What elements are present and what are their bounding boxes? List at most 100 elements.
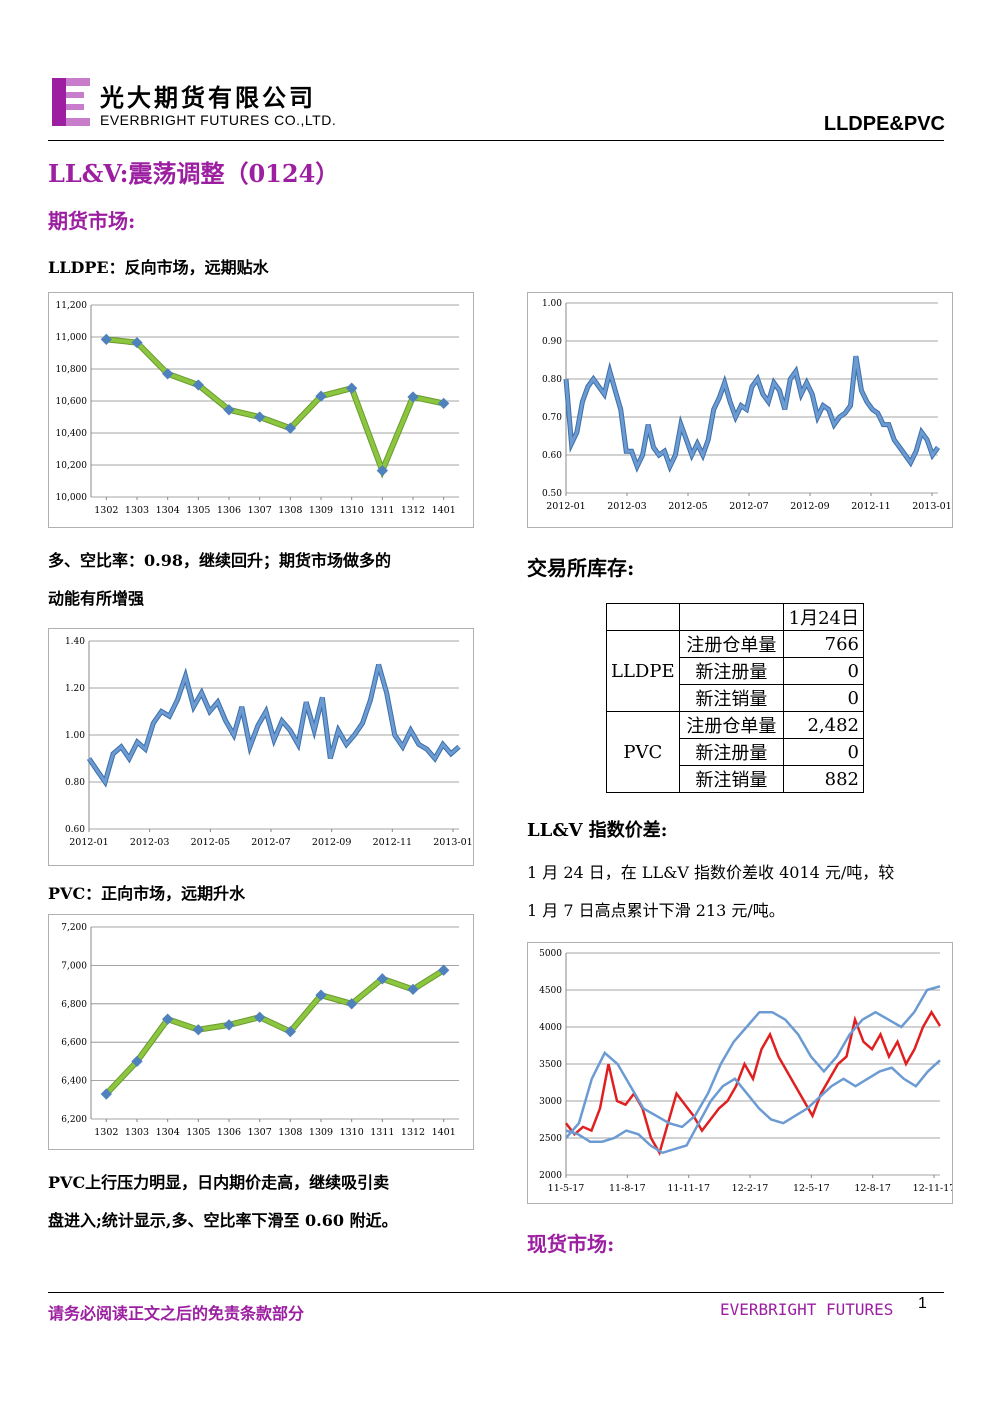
data-point bbox=[162, 1013, 174, 1025]
x-tick-label: 1302 bbox=[94, 1127, 118, 1138]
x-tick-label: 1311 bbox=[370, 505, 394, 516]
y-tick-label: 7,000 bbox=[61, 961, 87, 971]
x-tick-label: 12-8-17 bbox=[854, 1183, 891, 1194]
x-tick-label: 1304 bbox=[156, 1127, 180, 1138]
company-name-cn: 光大期货有限公司 bbox=[100, 83, 316, 112]
data-point bbox=[376, 464, 388, 477]
llv-spread-svg: 2000 2500 3000 3500 4000 4500 5000 11-5-17 11-8-… bbox=[539, 949, 955, 1194]
ratio-text: 多、空比率：0.98，继续回升；期货市场做多的 动能有所增强 bbox=[48, 542, 478, 618]
y-tick-label: 0.70 bbox=[542, 413, 562, 423]
x-tick-label: 2012-07 bbox=[251, 837, 290, 848]
data-point bbox=[346, 382, 358, 394]
stock-label: 新注册量 bbox=[678, 657, 785, 685]
x-tick-label: 1306 bbox=[217, 1127, 241, 1138]
y-tick-label: 2500 bbox=[539, 1134, 562, 1144]
stock-group-lldpe: LLDPE bbox=[606, 630, 680, 712]
footer-disclaimer[interactable]: 请务必阅读正文之后的免责条款部分 bbox=[48, 1304, 305, 1323]
pvc-heading: PVC：正向市场，远期升水 bbox=[48, 884, 246, 903]
y-tick-label: 0.80 bbox=[542, 375, 562, 385]
ratio-text-line-1: 多、空比率：0.98，继续回升；期货市场做多的 bbox=[48, 551, 391, 570]
series-line bbox=[565, 1009, 942, 1156]
page-title: LL&V:震荡调整（0124） bbox=[48, 159, 340, 188]
x-tick-label: 2013-01 bbox=[912, 501, 951, 512]
stock-corner-a bbox=[606, 603, 680, 631]
y-tick-label: 5000 bbox=[539, 949, 562, 959]
stock-label: 注册仓单量 bbox=[678, 711, 785, 739]
stock-row: PVC 注册仓单量 2,482 bbox=[606, 711, 864, 793]
y-tick-label: 10,600 bbox=[56, 397, 88, 407]
x-tick-label: 1302 bbox=[94, 505, 118, 516]
footer-brand: EVERBRIGHT FUTURES bbox=[720, 1300, 894, 1319]
x-tick-label: 2012-01 bbox=[546, 501, 585, 512]
x-tick-label: 1308 bbox=[278, 1127, 302, 1138]
long-short-ratio-svg: 0.60 0.80 1.00 1.20 1.40 2012-01 2012-03 2012-0… bbox=[65, 637, 473, 848]
x-tick-label: 1308 bbox=[278, 505, 302, 516]
y-tick-label: 0.80 bbox=[65, 778, 85, 788]
x-tick-label: 2012-03 bbox=[130, 837, 169, 848]
x-tick-label: 1309 bbox=[309, 1127, 333, 1138]
spread-text-line-1: 1 月 24 日，在 LL&V 指数价差收 4014 元/吨，较 bbox=[527, 863, 895, 882]
y-tick-label: 1.00 bbox=[542, 299, 562, 309]
ratio-text-line-2: 动能有所增强 bbox=[48, 589, 145, 608]
y-tick-label: 11,000 bbox=[56, 333, 88, 343]
stock-label: 新注销量 bbox=[678, 684, 785, 712]
y-tick-label: 1.20 bbox=[65, 684, 85, 694]
y-tick-label: 0.60 bbox=[65, 825, 85, 835]
y-tick-label: 1.40 bbox=[65, 637, 85, 647]
y-tick-label: 2000 bbox=[539, 1171, 562, 1181]
stock-group-pvc: PVC bbox=[606, 711, 680, 793]
x-tick-label: 1401 bbox=[432, 505, 456, 516]
y-tick-label: 0.60 bbox=[542, 451, 562, 461]
data-point bbox=[254, 1011, 266, 1023]
y-tick-label: 10,400 bbox=[56, 429, 88, 439]
x-tick-label: 2012-03 bbox=[607, 501, 646, 512]
y-tick-label: 0.90 bbox=[542, 337, 562, 347]
series-line bbox=[565, 1059, 941, 1155]
x-tick-label: 2012-05 bbox=[191, 837, 230, 848]
spread-heading: LL&V 指数价差: bbox=[527, 820, 668, 841]
stock-row: 新注册量 0 bbox=[607, 738, 864, 766]
x-tick-label: 1309 bbox=[309, 505, 333, 516]
x-tick-label: 12-2-17 bbox=[732, 1183, 769, 1194]
y-tick-label: 6,600 bbox=[61, 1038, 87, 1048]
y-tick-label: 11,200 bbox=[56, 301, 88, 311]
x-tick-label: 1310 bbox=[340, 1127, 364, 1138]
lldpe-ratio-chart: 0.50 0.60 0.70 0.80 0.90 1.00 2012-01 2012-03 20… bbox=[527, 292, 953, 528]
x-tick-label: 1307 bbox=[248, 505, 272, 516]
x-tick-label: 2013-01 bbox=[433, 837, 472, 848]
x-tick-label: 1304 bbox=[156, 505, 180, 516]
data-point bbox=[315, 390, 327, 402]
series-line-outline bbox=[86, 663, 461, 788]
x-tick-label: 2012-11 bbox=[373, 837, 412, 848]
y-tick-label: 0.50 bbox=[542, 489, 562, 499]
company-logo bbox=[52, 78, 90, 126]
series-line bbox=[87, 664, 460, 786]
stock-value: 0 bbox=[783, 684, 864, 712]
series-line bbox=[564, 355, 940, 471]
x-tick-label: 2012-09 bbox=[312, 837, 351, 848]
lldpe-heading: LLDPE：反向市场，远期贴水 bbox=[48, 258, 269, 277]
y-tick-label: 1.00 bbox=[65, 731, 85, 741]
pvc-text: PVC上行压力明显，日内期价走高，继续吸引卖 盘进入;统计显示,多、空比率下滑至… bbox=[48, 1164, 478, 1240]
y-tick-label: 3000 bbox=[539, 1097, 562, 1107]
y-tick-label: 4000 bbox=[539, 1023, 562, 1033]
header-divider bbox=[48, 140, 944, 141]
long-short-ratio-chart: 0.60 0.80 1.00 1.20 1.40 2012-01 2012-03 2012-0… bbox=[48, 628, 474, 866]
stock-row: 新注册量 0 bbox=[607, 657, 864, 685]
stock-value: 0 bbox=[783, 738, 864, 766]
x-tick-label: 2012-11 bbox=[851, 501, 890, 512]
spread-text-line-2: 1 月 7 日高点累计下滑 213 元/吨。 bbox=[527, 901, 785, 920]
x-tick-label: 1312 bbox=[401, 1127, 425, 1138]
series-line bbox=[565, 985, 941, 1139]
stock-row: LLDPE 注册仓单量 766 bbox=[606, 630, 864, 712]
pvc-text-line-1: PVC上行压力明显，日内期价走高，继续吸引卖 bbox=[48, 1173, 390, 1192]
x-tick-label: 1401 bbox=[432, 1127, 456, 1138]
y-tick-label: 4500 bbox=[539, 986, 562, 996]
x-tick-label: 11-11-17 bbox=[667, 1183, 710, 1194]
stock-label: 新注销量 bbox=[678, 765, 785, 793]
x-tick-label: 1306 bbox=[217, 505, 241, 516]
data-point bbox=[223, 404, 235, 416]
stock-row: 新注销量 882 bbox=[607, 765, 864, 793]
lldpe-curve-svg: 10,000 10,200 10,400 10,600 10,800 11,000 11,2… bbox=[56, 301, 459, 516]
lldpe-curve-chart: 10,000 10,200 10,400 10,600 10,800 11,000 11,2… bbox=[48, 292, 474, 528]
